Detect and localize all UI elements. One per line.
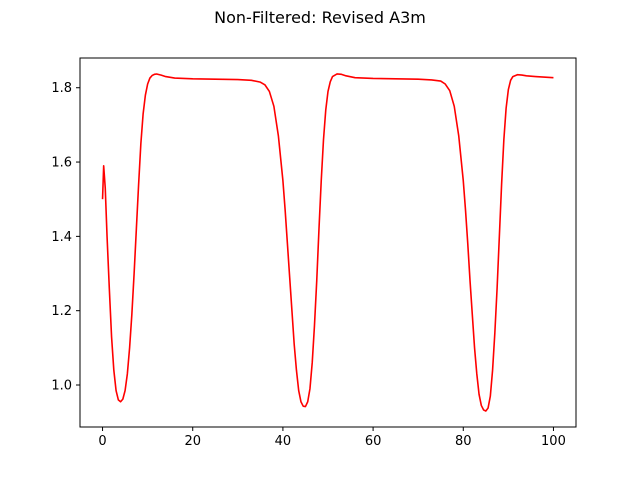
x-tick-label: 100: [541, 434, 566, 449]
axes-frame: [79, 57, 577, 428]
x-tick-label: 20: [184, 434, 201, 449]
chart-title: Non-Filtered: Revised A3m: [214, 8, 426, 27]
y-tick-label: 1.8: [51, 81, 72, 96]
y-tick-label: 1.6: [51, 156, 72, 171]
y-tick-label: 1.0: [51, 379, 72, 394]
x-tick-label: 0: [98, 434, 106, 449]
y-tick-label: 1.4: [51, 230, 72, 245]
x-axis: 0 20 40 60 80 100: [98, 427, 566, 449]
series-line: [101, 73, 554, 412]
series-layer: [101, 73, 554, 412]
y-axis: 1.0 1.2 1.4 1.6 1.8: [51, 81, 80, 394]
y-tick-label: 1.2: [51, 304, 72, 319]
x-tick-label: 40: [275, 434, 292, 449]
x-tick-label: 60: [365, 434, 382, 449]
x-tick-label: 80: [455, 434, 472, 449]
